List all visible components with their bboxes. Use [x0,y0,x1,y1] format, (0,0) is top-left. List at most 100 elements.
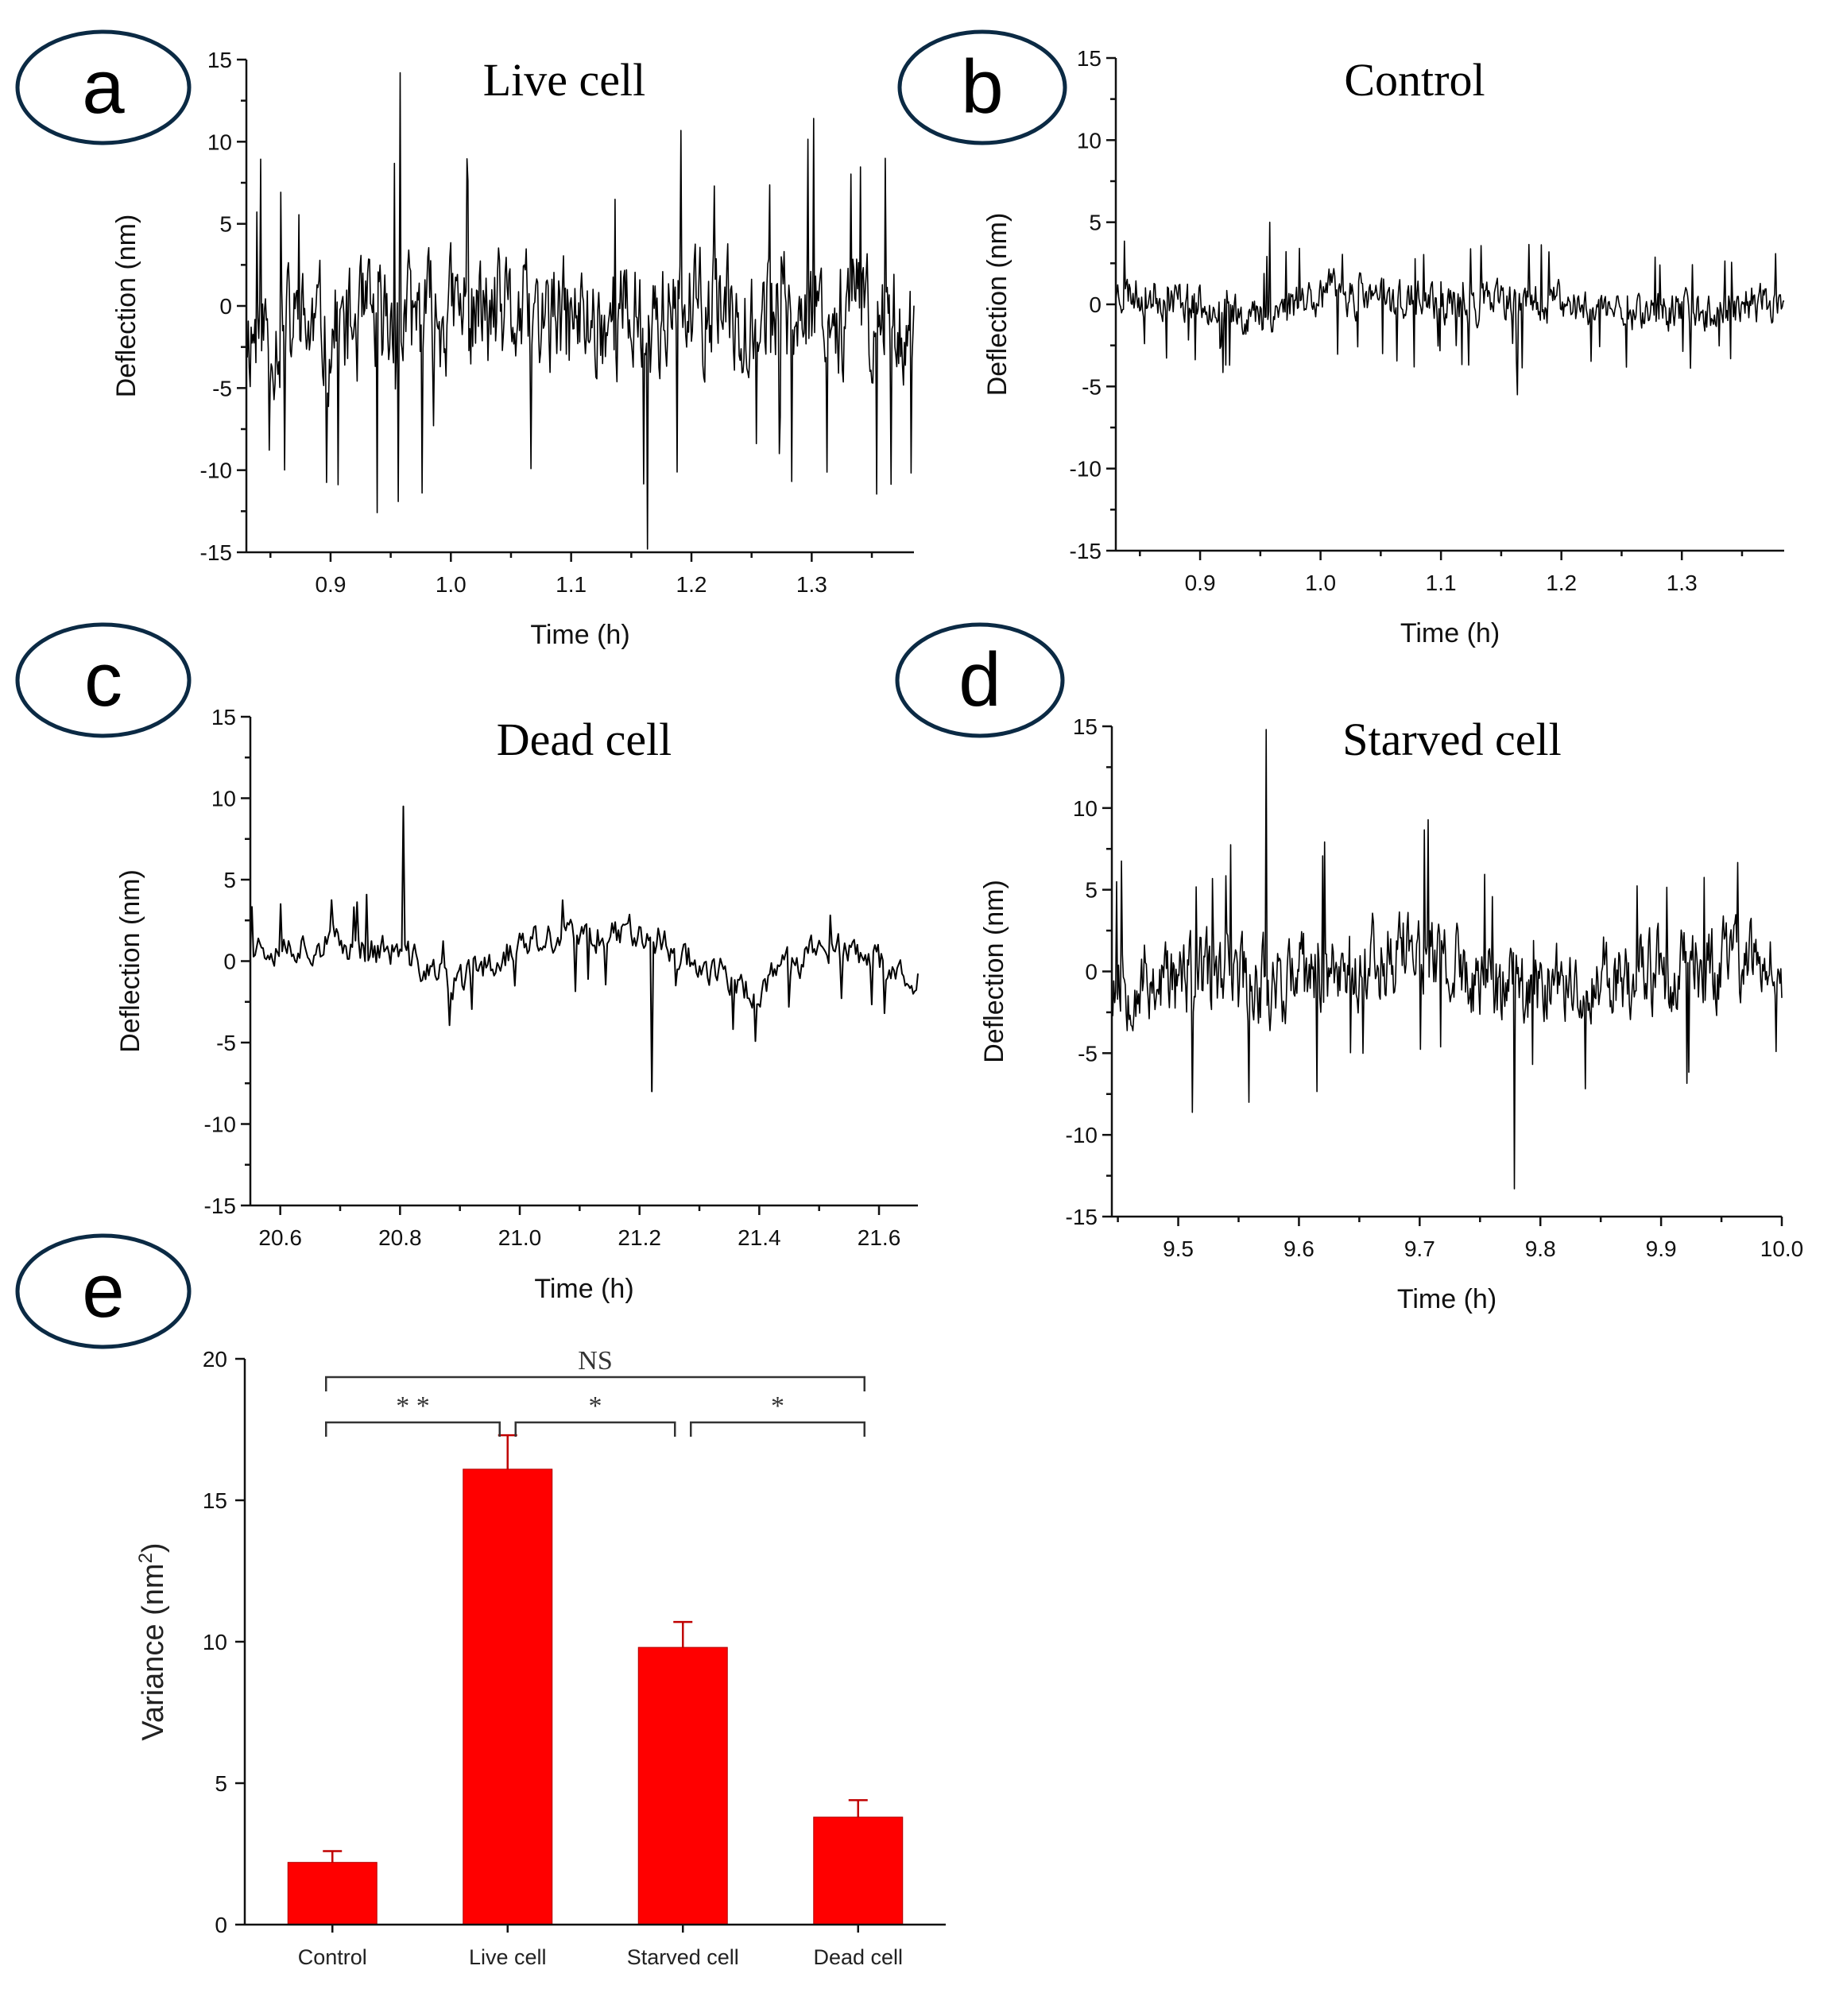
significance-bracket [514,1421,676,1437]
y-tick-label: 15 [1077,46,1102,71]
y-tick-label: 5 [223,868,236,892]
y-tick-label: -10 [200,459,232,483]
panel-e: e Control Live cell Starved cell Dead cell 0 5… [15,1233,946,1969]
x-axis-label: Time (h) [1400,618,1500,648]
significance-bracket [690,1421,865,1437]
y-tick-label: 10 [211,787,236,811]
bar-1 [463,1468,553,1925]
y-tick-label: -15 [1070,539,1102,563]
bar-0 [287,1862,378,1925]
significance-label: NS [578,1346,612,1376]
bar-3 [813,1817,904,1925]
x-tick-label: 9.7 [1404,1236,1435,1261]
panel-label: c [84,637,122,722]
x-tick-label: 9.5 [1163,1236,1194,1261]
x-axis-label: Time (h) [1397,1284,1496,1314]
x-tick-label: 21.2 [618,1225,661,1250]
y-axis-label-text: Variance (nm [137,1563,170,1740]
y-tick-label: -10 [1066,1123,1098,1147]
y-tick-label: -5 [1078,1041,1098,1066]
series-line-a [246,72,915,550]
x-tick-label: 9.6 [1284,1236,1314,1261]
significance-label: * [771,1391,784,1421]
significance-bracket [325,1421,501,1437]
panel-label: e [82,1248,124,1333]
y-tick-label: 0 [219,294,232,319]
category-label: Dead cell [813,1945,903,1969]
category-label: Live cell [469,1945,547,1969]
y-tick-label: 0 [1089,292,1102,317]
y-tick-label: 15 [203,1488,227,1513]
x-tick-label: 1.2 [676,572,707,597]
y-tick-label: -5 [1082,374,1102,399]
y-tick-label: 10 [207,130,232,154]
y-axis-label: Deflection (nm) [979,880,1009,1063]
x-tick-label: 1.3 [796,572,827,597]
y-tick-label: 15 [207,48,232,72]
x-tick-label: 10.0 [1760,1236,1804,1261]
x-tick-label: 21.4 [738,1225,781,1250]
chart-title: Starved cell [1342,714,1561,765]
panel-b: b Control -15 -10 -5 0 5 10 15 0.9 1.0 1.1 1.2 1.3 Tim… [897,29,1785,648]
y-tick-label: 0 [223,950,236,974]
y-tick-label: 10 [1073,796,1098,821]
x-tick-label: 0.9 [1185,571,1216,595]
y-tick-label: 15 [1073,714,1098,739]
x-tick-label: 9.8 [1525,1236,1556,1261]
x-axis-label: Time (h) [534,1274,633,1304]
y-tick-label: -15 [1066,1205,1098,1229]
x-tick-label: 1.2 [1546,571,1577,595]
panel-label-ring [15,1233,192,1349]
x-tick-label: 1.0 [1305,571,1336,595]
panel-d: d Starved cell -15 -10 -5 0 5 10 15 9.5 9.6 9.7 9.8 9… [895,622,1804,1314]
y-tick-label: 5 [219,212,232,237]
y-axis-label: Deflection (nm) [111,215,141,398]
y-tick-label: -10 [1070,457,1102,482]
panel-label-ring [897,29,1067,145]
series-line-b [1115,221,1785,396]
significance-label: * * [396,1391,430,1421]
y-tick-label: 20 [203,1347,227,1372]
series-line-d [1111,729,1783,1190]
y-tick-label: -5 [212,376,232,400]
panel-label-ring [15,29,192,145]
panel-label-ring [15,622,192,738]
y-tick-label: 10 [1077,128,1102,153]
y-tick-label: 0 [215,1913,227,1937]
category-label: Control [298,1945,367,1969]
x-tick-label: 1.0 [436,572,467,597]
y-tick-label: -10 [204,1112,236,1137]
x-tick-label: 1.1 [1426,571,1457,595]
x-tick-label: 20.8 [378,1225,422,1250]
panel-label: a [82,44,125,130]
panel-a: a Live cell -15 -10 -5 0 5 10 15 0.9 1.0 1.1 1.2 1.3 T… [15,29,915,650]
y-tick-label: -15 [200,540,232,565]
y-tick-label: 10 [203,1630,227,1654]
y-tick-label: 0 [1085,960,1098,985]
x-tick-label: 21.6 [858,1225,901,1250]
panel-label: d [958,637,1001,722]
x-tick-label: 9.9 [1646,1236,1677,1261]
x-axis-label: Time (h) [530,620,629,650]
y-tick-label: 5 [1089,211,1102,235]
x-tick-label: 20.6 [258,1225,302,1250]
bar-2 [637,1646,728,1925]
y-axis-label: Deflection (nm) [982,213,1012,397]
category-label: Starved cell [627,1945,739,1969]
significance-label: * [589,1391,602,1421]
chart-title: Control [1344,54,1485,106]
y-axis-label: Variance (nm2) [135,1542,170,1740]
y-tick-label: 5 [1085,878,1098,903]
y-tick-label: -5 [216,1031,236,1055]
panel-label: b [961,44,1003,130]
chart-title: Live cell [483,54,646,106]
x-tick-label: 21.0 [498,1225,542,1250]
x-tick-label: 1.1 [556,572,587,597]
y-tick-label: 15 [211,705,236,729]
panel-label-ring [895,622,1065,738]
y-axis-label-close: ) [137,1542,170,1553]
panel-c: c Dead cell -15 -10 -5 0 5 10 15 20.6 20.8 21.0 21.2… [15,622,919,1304]
chart-title: Dead cell [497,714,672,765]
significance-bracket [325,1376,865,1391]
y-tick-label: -15 [204,1194,236,1218]
